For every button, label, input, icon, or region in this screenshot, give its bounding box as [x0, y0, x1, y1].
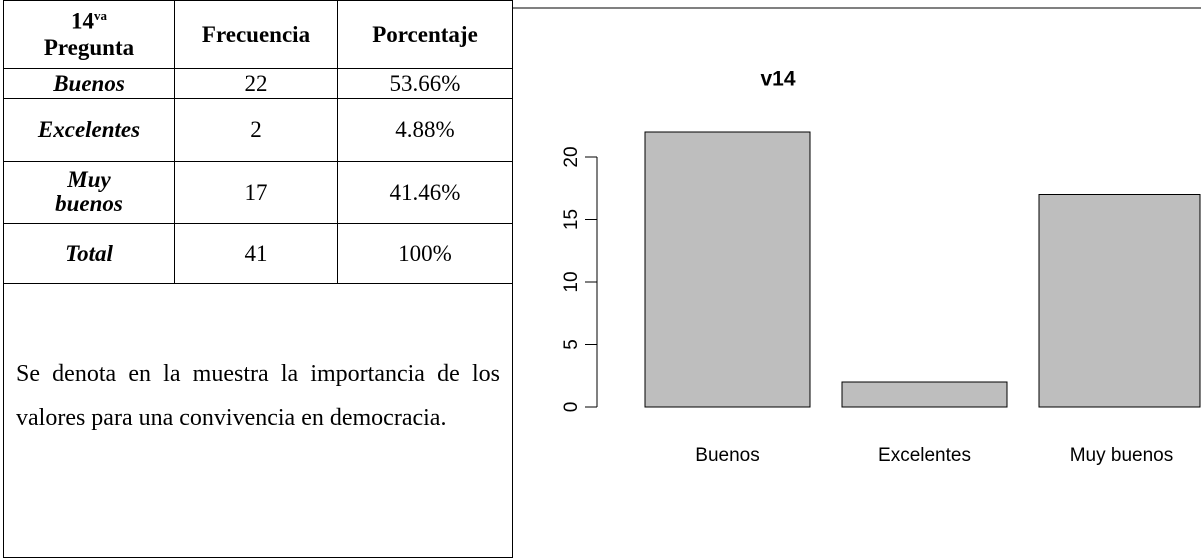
- cell: 53.66%: [337, 68, 513, 99]
- cell: 41.46%: [337, 161, 513, 224]
- bar: [841, 381, 1008, 408]
- x-tick-label: Excelentes: [878, 445, 971, 466]
- cell: 2: [174, 98, 338, 162]
- y-tick-label: 5: [561, 339, 582, 350]
- header-suffix: va: [94, 8, 107, 24]
- y-tick-label: 10: [561, 271, 582, 292]
- row-label-text: Muy buenos: [55, 167, 123, 216]
- cell: 41: [174, 223, 338, 284]
- frequency-table: 14va Pregunta Frecuencia Porcentaje Bueno…: [3, 0, 513, 558]
- row-label: Muy buenos: [3, 161, 175, 224]
- header-cell: Porcentaje: [337, 0, 513, 69]
- y-tick-label: 15: [561, 209, 582, 230]
- paragraph: Se denota en la muestra la importancia d…: [3, 283, 513, 558]
- row-label: Total: [3, 223, 175, 284]
- cell: 4.88%: [337, 98, 513, 162]
- x-tick-label: Muy buenos: [1070, 445, 1174, 466]
- y-tick-label: 0: [561, 402, 582, 413]
- cell: 17: [174, 161, 338, 224]
- header-cell: 14va Pregunta: [3, 0, 175, 69]
- x-tick-label: Buenos: [695, 445, 759, 466]
- y-tick-label: 20: [561, 146, 582, 167]
- header-number: 14: [71, 8, 94, 34]
- header-word: Pregunta: [43, 34, 135, 60]
- chart-title: v14: [760, 68, 795, 91]
- bar: [644, 131, 811, 408]
- bar: [1038, 194, 1201, 408]
